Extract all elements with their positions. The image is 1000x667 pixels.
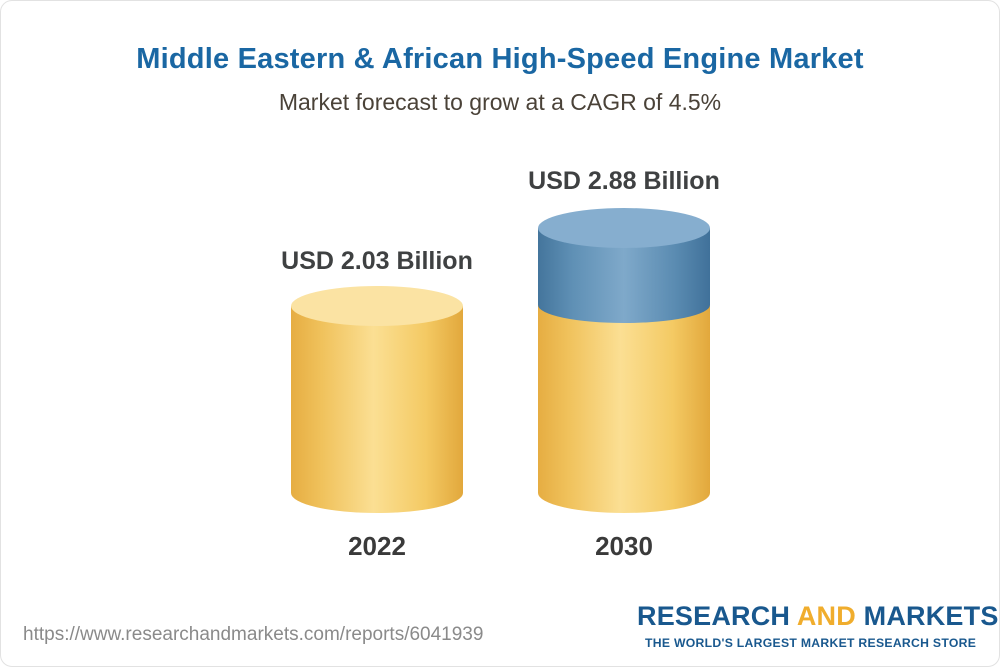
logo-tagline: THE WORLD'S LARGEST MARKET RESEARCH STOR… bbox=[645, 636, 977, 650]
logo-tagline-row: THE WORLD'S LARGEST MARKET RESEARCH STOR… bbox=[637, 636, 977, 650]
category-label-2030: 2030 bbox=[595, 531, 653, 561]
logo-wordmark: RESEARCH AND MARKETS bbox=[637, 601, 998, 632]
bar-2030-base-segment bbox=[538, 303, 710, 513]
bar-2022-cylinder bbox=[291, 286, 463, 513]
bar-2022-body bbox=[291, 306, 463, 513]
logo-word-and: AND bbox=[796, 601, 856, 631]
value-label-2030: USD 2.88 Billion bbox=[528, 167, 720, 195]
logo-word-research: RESEARCH bbox=[637, 601, 791, 631]
bar-2030-cylinder bbox=[538, 208, 710, 513]
logo-word-markets: MARKETS bbox=[863, 601, 999, 631]
research-and-markets-logo: RESEARCH AND MARKETS THE WORLD'S LARGEST… bbox=[637, 601, 998, 650]
bar-2030-growth-segment bbox=[538, 208, 710, 323]
page-subtitle: Market forecast to grow at a CAGR of 4.5… bbox=[278, 89, 722, 115]
category-label-2022: 2022 bbox=[348, 531, 406, 561]
value-label-2022: USD 2.03 Billion bbox=[281, 247, 473, 275]
bar-2030-top-ellipse bbox=[538, 208, 710, 248]
report-url: https://www.researchandmarkets.com/repor… bbox=[23, 624, 484, 645]
bar-2022-top-ellipse bbox=[291, 286, 463, 326]
page-title: Middle Eastern & African High-Speed Engi… bbox=[136, 43, 864, 75]
